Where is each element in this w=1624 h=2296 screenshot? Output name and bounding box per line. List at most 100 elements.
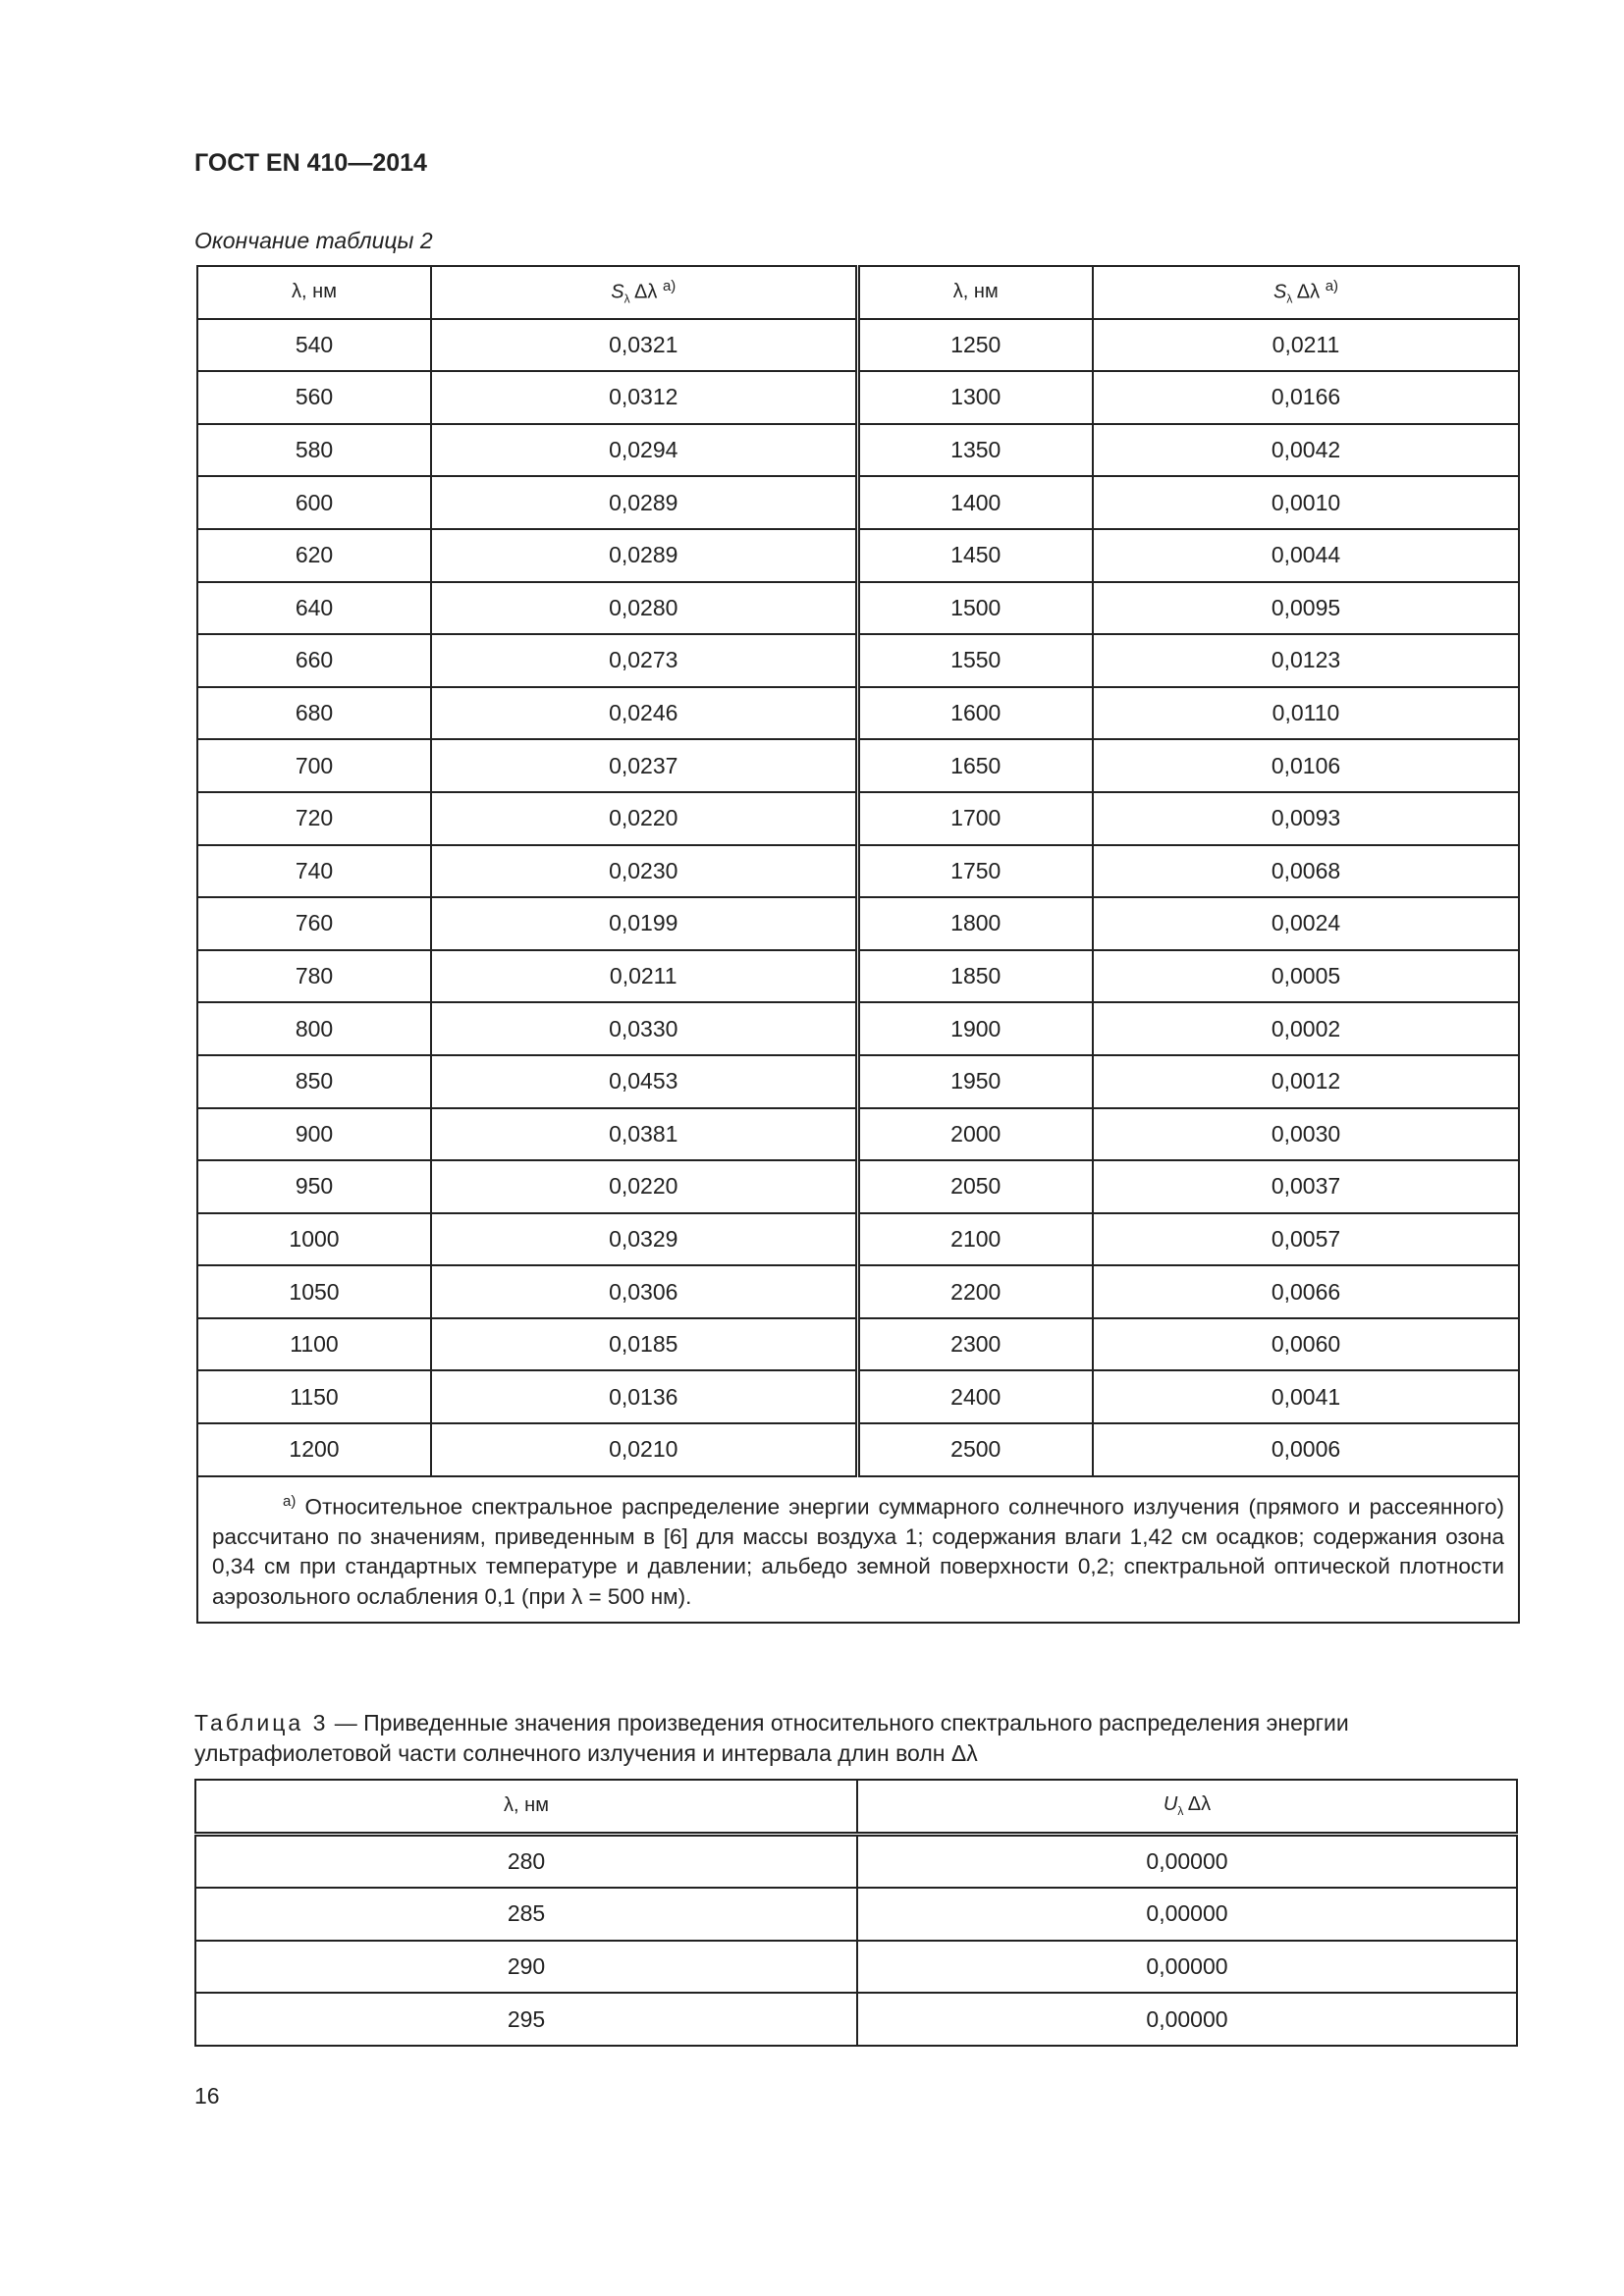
value-cell: 0,0273 xyxy=(430,633,860,688)
value-cell: 0,0211 xyxy=(430,948,860,1004)
table-row: 720 0,0220 1700 0,0093 xyxy=(196,790,1520,846)
table-2: λ, нм Sλ Δλ а) λ, нм Sλ Δλ а) 540 0,0321 1… xyxy=(196,265,1520,1625)
column-header-lambda: λ, нм xyxy=(856,265,1094,320)
wavelength-cell: 1800 xyxy=(856,896,1094,951)
value-cell: 0,0220 xyxy=(430,1159,860,1214)
wavelength-cell: 2000 xyxy=(856,1106,1094,1162)
footnote-row: а) Относительное спектральное распределе… xyxy=(196,1474,1520,1625)
footnote-mark: а) xyxy=(283,1492,297,1510)
value-cell: 0,0166 xyxy=(1092,370,1520,425)
wavelength-cell: 2400 xyxy=(856,1369,1094,1425)
value-cell: 0,0453 xyxy=(430,1053,860,1109)
value-cell: 0,0005 xyxy=(1092,948,1520,1004)
wavelength-cell: 620 xyxy=(196,527,432,583)
wavelength-cell: 1350 xyxy=(856,422,1094,478)
value-cell: 0,0220 xyxy=(430,790,860,846)
value-cell: 0,0123 xyxy=(1092,633,1520,688)
wavelength-cell: 290 xyxy=(194,1939,858,1995)
wavelength-cell: 580 xyxy=(196,422,432,478)
value-cell: 0,00000 xyxy=(856,1833,1518,1890)
value-cell: 0,0289 xyxy=(430,475,860,530)
value-cell: 0,0312 xyxy=(430,370,860,425)
value-cell: 0,0095 xyxy=(1092,580,1520,636)
table-row: 540 0,0321 1250 0,0211 xyxy=(196,317,1520,373)
table-row: 580 0,0294 1350 0,0042 xyxy=(196,422,1520,478)
table-row: 950 0,0220 2050 0,0037 xyxy=(196,1159,1520,1214)
value-cell: 0,0024 xyxy=(1092,896,1520,951)
s-symbol: S xyxy=(611,282,624,304)
wavelength-cell: 740 xyxy=(196,843,432,899)
value-cell: 0,0066 xyxy=(1092,1264,1520,1319)
table-header-row: λ, нм Sλ Δλ а) λ, нм Sλ Δλ а) xyxy=(196,265,1520,320)
value-cell: 0,0002 xyxy=(1092,1001,1520,1056)
wavelength-cell: 950 xyxy=(196,1159,432,1214)
value-cell: 0,0106 xyxy=(1092,738,1520,793)
table-row: 1000 0,0329 2100 0,0057 xyxy=(196,1211,1520,1267)
value-cell: 0,00000 xyxy=(856,1887,1518,1942)
value-cell: 0,0321 xyxy=(430,317,860,373)
table-row: 680 0,0246 1600 0,0110 xyxy=(196,685,1520,741)
wavelength-cell: 660 xyxy=(196,633,432,688)
table-row: 640 0,0280 1500 0,0095 xyxy=(196,580,1520,636)
wavelength-cell: 1100 xyxy=(196,1316,432,1372)
value-cell: 0,0289 xyxy=(430,527,860,583)
wavelength-cell: 2200 xyxy=(856,1264,1094,1319)
wavelength-cell: 1300 xyxy=(856,370,1094,425)
delta-lambda: Δλ xyxy=(1183,1793,1212,1816)
wavelength-cell: 2300 xyxy=(856,1316,1094,1372)
table-row: 295 0,00000 xyxy=(194,1992,1518,2047)
column-header-s: Sλ Δλ а) xyxy=(430,265,860,320)
table-row: 560 0,0312 1300 0,0166 xyxy=(196,370,1520,425)
wavelength-cell: 720 xyxy=(196,790,432,846)
value-cell: 0,0030 xyxy=(1092,1106,1520,1162)
wavelength-cell: 1500 xyxy=(856,580,1094,636)
wavelength-cell: 1700 xyxy=(856,790,1094,846)
value-cell: 0,0246 xyxy=(430,685,860,741)
wavelength-cell: 285 xyxy=(194,1887,858,1942)
table-3-label: Таблица 3 xyxy=(194,1710,329,1735)
value-cell: 0,0211 xyxy=(1092,317,1520,373)
wavelength-cell: 295 xyxy=(194,1992,858,2047)
value-cell: 0,0199 xyxy=(430,896,860,951)
wavelength-cell: 1650 xyxy=(856,738,1094,793)
table-row: 760 0,0199 1800 0,0024 xyxy=(196,896,1520,951)
table-row: 740 0,0230 1750 0,0068 xyxy=(196,843,1520,899)
delta-lambda: Δλ xyxy=(629,282,663,304)
value-cell: 0,0329 xyxy=(430,1211,860,1267)
table-continuation-label: Окончание таблицы 2 xyxy=(194,228,433,253)
value-cell: 0,0306 xyxy=(430,1264,860,1319)
wavelength-cell: 1950 xyxy=(856,1053,1094,1109)
page-number: 16 xyxy=(194,2083,220,2109)
s-subscript: λ xyxy=(1286,293,1293,307)
table-3: λ, нм Uλ Δλ 280 0,00000 285 0,00000 290 0,000… xyxy=(194,1778,1518,2047)
value-cell: 0,00000 xyxy=(856,1939,1518,1995)
table-row: 1150 0,0136 2400 0,0041 xyxy=(196,1369,1520,1425)
footnote-text: Относительное спектральное распределение… xyxy=(212,1494,1504,1609)
table-3-caption-text: — Приведенные значения произведения отно… xyxy=(194,1710,1349,1766)
value-cell: 0,0041 xyxy=(1092,1369,1520,1425)
document-header: ГОСТ EN 410—2014 xyxy=(194,149,427,177)
wavelength-cell: 1600 xyxy=(856,685,1094,741)
s-symbol: S xyxy=(1272,282,1287,304)
wavelength-cell: 280 xyxy=(194,1833,858,1890)
wavelength-cell: 560 xyxy=(196,370,432,425)
table-row: 290 0,00000 xyxy=(194,1939,1518,1995)
table-footnote: а) Относительное спектральное распределе… xyxy=(196,1474,1520,1625)
value-cell: 0,0068 xyxy=(1092,843,1520,899)
wavelength-cell: 1150 xyxy=(196,1369,432,1425)
table-row: 780 0,0211 1850 0,0005 xyxy=(196,948,1520,1004)
value-cell: 0,0037 xyxy=(1092,1159,1520,1214)
value-cell: 0,0044 xyxy=(1092,527,1520,583)
value-cell: 0,0010 xyxy=(1092,475,1520,530)
u-subscript: λ xyxy=(1177,1804,1184,1819)
footnote-ref: а) xyxy=(1325,278,1339,295)
column-header-s: Sλ Δλ а) xyxy=(1092,265,1520,320)
wavelength-cell: 700 xyxy=(196,738,432,793)
wavelength-cell: 800 xyxy=(196,1001,432,1056)
table-row: 900 0,0381 2000 0,0030 xyxy=(196,1106,1520,1162)
wavelength-cell: 540 xyxy=(196,317,432,373)
wavelength-cell: 1200 xyxy=(196,1422,432,1477)
value-cell: 0,0057 xyxy=(1092,1211,1520,1267)
table-header-row: λ, нм Uλ Δλ xyxy=(194,1778,1518,1837)
